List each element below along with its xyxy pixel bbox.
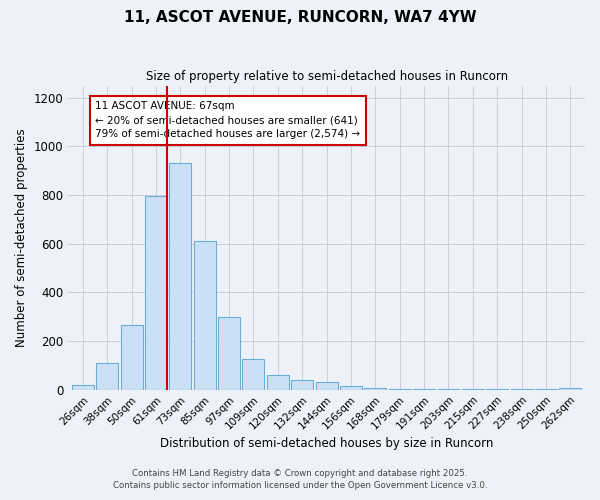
- Text: Contains HM Land Registry data © Crown copyright and database right 2025.
Contai: Contains HM Land Registry data © Crown c…: [113, 468, 487, 490]
- Text: 11 ASCOT AVENUE: 67sqm
← 20% of semi-detached houses are smaller (641)
79% of se: 11 ASCOT AVENUE: 67sqm ← 20% of semi-det…: [95, 102, 361, 140]
- Bar: [316, 382, 338, 390]
- Text: 11, ASCOT AVENUE, RUNCORN, WA7 4YW: 11, ASCOT AVENUE, RUNCORN, WA7 4YW: [124, 10, 476, 25]
- Bar: [145, 196, 167, 390]
- Bar: [413, 389, 435, 390]
- Title: Size of property relative to semi-detached houses in Runcorn: Size of property relative to semi-detach…: [146, 70, 508, 83]
- X-axis label: Distribution of semi-detached houses by size in Runcorn: Distribution of semi-detached houses by …: [160, 437, 493, 450]
- Bar: [121, 325, 143, 390]
- Y-axis label: Number of semi-detached properties: Number of semi-detached properties: [15, 128, 28, 347]
- Bar: [559, 388, 581, 390]
- Bar: [96, 363, 118, 390]
- Bar: [72, 385, 94, 390]
- Bar: [267, 375, 289, 390]
- Bar: [218, 316, 240, 390]
- Bar: [242, 360, 265, 390]
- Bar: [194, 242, 215, 390]
- Bar: [364, 388, 386, 390]
- Bar: [169, 164, 191, 390]
- Bar: [389, 388, 410, 390]
- Bar: [291, 380, 313, 390]
- Bar: [340, 386, 362, 390]
